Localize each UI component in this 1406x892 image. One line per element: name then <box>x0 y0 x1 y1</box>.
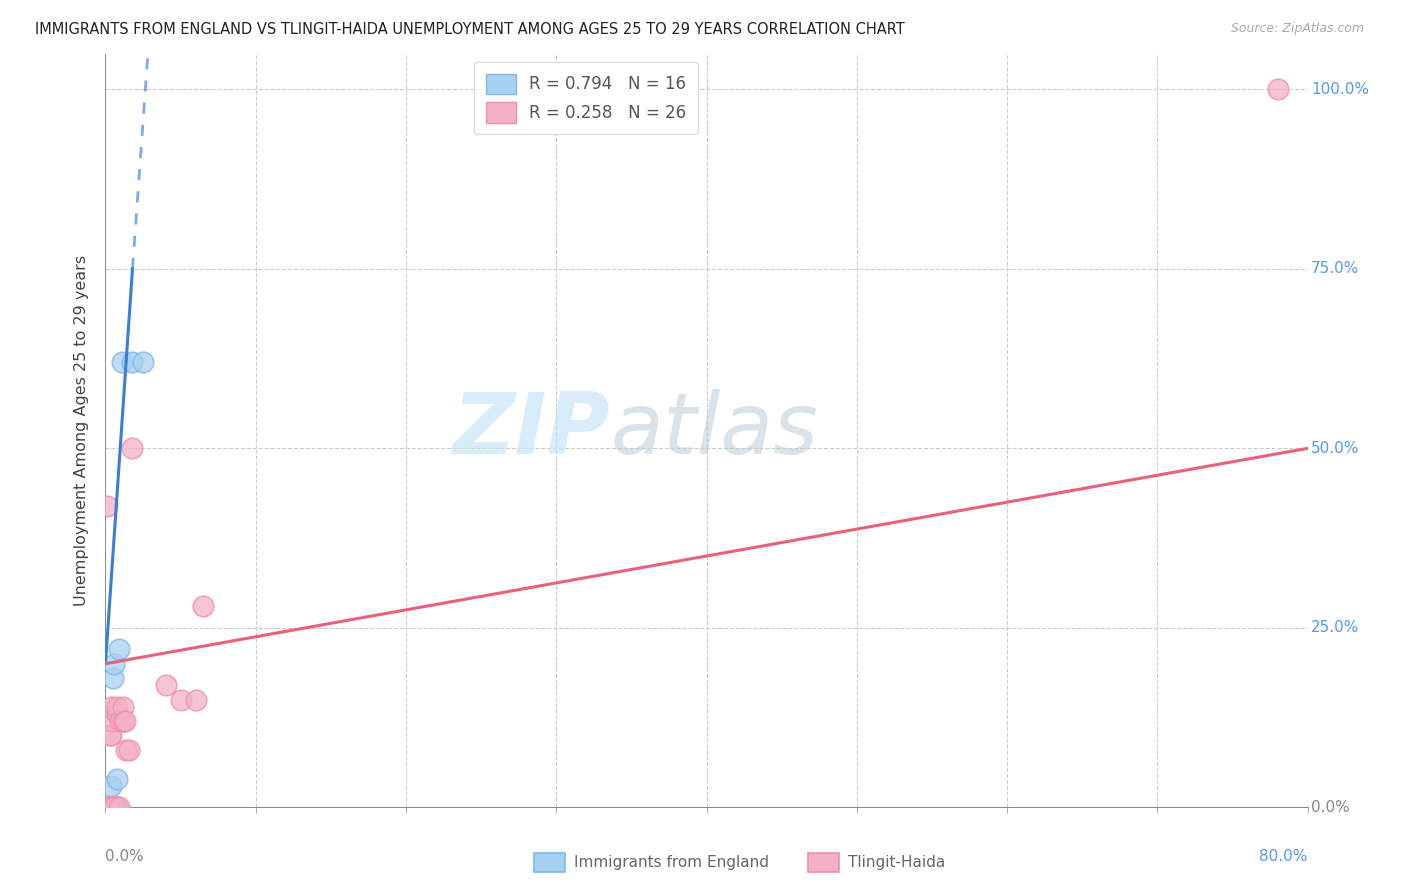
Point <box>110 714 132 728</box>
Text: Source: ZipAtlas.com: Source: ZipAtlas.com <box>1230 22 1364 36</box>
Point <box>184 692 207 706</box>
Point <box>98 800 121 814</box>
Point <box>103 657 125 671</box>
Point <box>100 729 122 743</box>
Point <box>108 800 131 814</box>
Point <box>101 671 124 685</box>
Point <box>191 599 214 614</box>
Point <box>107 772 129 786</box>
Text: 75.0%: 75.0% <box>1312 261 1360 277</box>
Legend: R = 0.794   N = 16, R = 0.258   N = 26: R = 0.794 N = 16, R = 0.258 N = 26 <box>474 62 699 134</box>
Y-axis label: Unemployment Among Ages 25 to 29 years: Unemployment Among Ages 25 to 29 years <box>75 255 90 606</box>
Text: 80.0%: 80.0% <box>1260 848 1308 863</box>
Text: Tlingit-Haida: Tlingit-Haida <box>848 855 945 870</box>
Point <box>111 355 134 369</box>
Text: IMMIGRANTS FROM ENGLAND VS TLINGIT-HAIDA UNEMPLOYMENT AMONG AGES 25 TO 29 YEARS : IMMIGRANTS FROM ENGLAND VS TLINGIT-HAIDA… <box>35 22 905 37</box>
Point <box>118 743 141 757</box>
Point <box>101 800 124 814</box>
Point <box>108 642 131 657</box>
Point <box>98 729 121 743</box>
Point <box>1267 82 1289 96</box>
Point <box>103 800 125 814</box>
Point <box>101 800 124 814</box>
Point <box>107 706 129 721</box>
Text: 0.0%: 0.0% <box>105 848 145 863</box>
Point <box>101 800 124 814</box>
Point <box>100 779 122 793</box>
Point <box>169 692 191 706</box>
Point <box>107 800 129 814</box>
Text: atlas: atlas <box>610 389 818 472</box>
Point <box>155 678 177 692</box>
Point <box>103 800 125 814</box>
Point <box>121 442 143 456</box>
Point <box>114 714 136 728</box>
Point <box>97 800 120 814</box>
Point <box>96 499 118 513</box>
Text: 100.0%: 100.0% <box>1312 82 1369 97</box>
Point <box>100 800 122 814</box>
Text: 50.0%: 50.0% <box>1312 441 1360 456</box>
Point <box>121 355 143 369</box>
Point <box>107 699 129 714</box>
Point <box>104 800 127 814</box>
Point <box>101 800 124 814</box>
Point <box>100 714 122 728</box>
Text: Immigrants from England: Immigrants from England <box>574 855 769 870</box>
Point <box>96 800 118 814</box>
Point <box>96 800 118 814</box>
Text: ZIP: ZIP <box>453 389 610 472</box>
Point <box>103 800 125 814</box>
Point <box>132 355 155 369</box>
Text: 0.0%: 0.0% <box>1312 800 1350 814</box>
Point <box>112 699 135 714</box>
Text: 25.0%: 25.0% <box>1312 620 1360 635</box>
Point <box>115 743 138 757</box>
Point <box>100 699 122 714</box>
Point <box>112 714 135 728</box>
